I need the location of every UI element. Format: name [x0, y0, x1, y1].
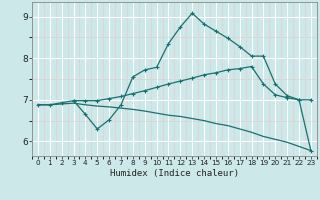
X-axis label: Humidex (Indice chaleur): Humidex (Indice chaleur)	[110, 169, 239, 178]
